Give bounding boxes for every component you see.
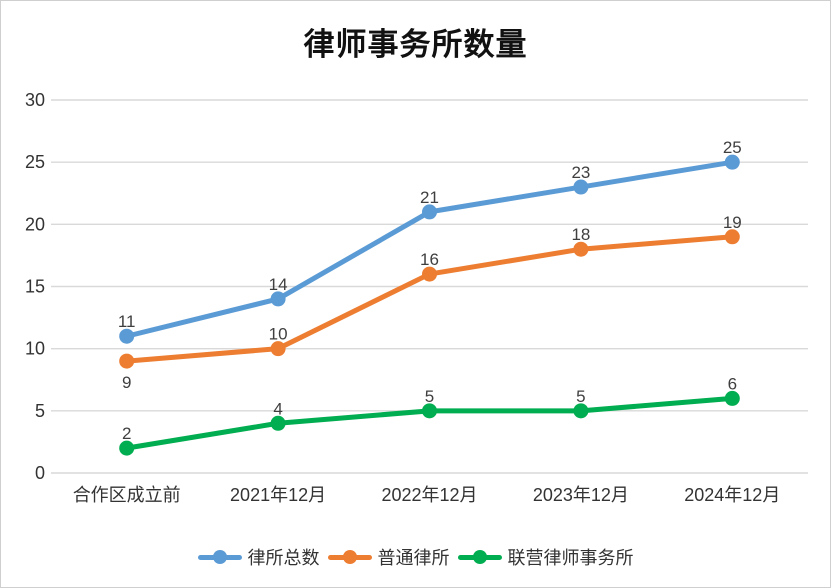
y-tick-label: 15 <box>25 277 45 297</box>
legend-item-ordinary: 普通律所 <box>327 544 450 570</box>
legend: 律所总数 普通律所 联营律师事务所 <box>1 543 830 571</box>
x-axis-label: 2022年12月 <box>381 485 477 505</box>
x-axis-label: 合作区成立前 <box>73 485 181 505</box>
legend-line-marker-icon <box>197 550 242 564</box>
y-tick-label: 25 <box>25 152 45 172</box>
data-point <box>422 403 437 419</box>
data-point-label: 21 <box>420 188 439 207</box>
data-point <box>119 353 135 369</box>
data-point-label: 11 <box>118 312 136 331</box>
data-point <box>573 179 589 195</box>
data-point <box>270 415 286 431</box>
chart-title: 律师事务所数量 <box>303 27 528 63</box>
y-tick-label: 0 <box>35 463 45 483</box>
data-point-label: 6 <box>728 374 737 393</box>
legend-label: 律所总数 <box>247 548 320 568</box>
y-tick-label: 20 <box>25 214 45 234</box>
data-point <box>422 204 437 220</box>
data-point-label: 5 <box>576 387 585 406</box>
legend-item-joint: 联营律师事务所 <box>457 544 634 570</box>
data-point <box>724 229 740 245</box>
data-point <box>270 341 286 357</box>
y-tick-label: 5 <box>35 401 45 421</box>
data-point <box>119 328 135 344</box>
data-point <box>724 154 740 170</box>
x-axis-label: 2024年12月 <box>684 485 780 505</box>
data-point-label: 10 <box>269 325 288 344</box>
data-point <box>573 403 589 419</box>
data-point-label: 9 <box>122 373 131 392</box>
data-point <box>422 266 437 282</box>
data-point-label: 25 <box>723 138 742 157</box>
data-point-label: 2 <box>122 424 131 443</box>
legend-label: 联营律师事务所 <box>507 548 634 568</box>
data-point <box>270 291 286 307</box>
x-axis-label: 2023年12月 <box>533 485 629 505</box>
data-point <box>573 241 589 257</box>
data-point <box>724 390 740 406</box>
data-point-label: 18 <box>571 225 590 244</box>
legend-label: 普通律所 <box>377 548 450 568</box>
legend-line-marker-icon <box>457 550 502 564</box>
data-point-label: 23 <box>571 163 590 182</box>
data-point-label: 14 <box>269 275 288 294</box>
legend-line-marker-icon <box>327 550 372 564</box>
y-tick-label: 10 <box>25 339 45 359</box>
data-point <box>119 440 135 456</box>
data-point-label: 5 <box>425 387 434 406</box>
data-point-label: 19 <box>723 213 742 232</box>
data-point-label: 4 <box>273 399 282 418</box>
y-tick-label: 30 <box>25 90 45 110</box>
data-point-label: 16 <box>420 250 439 269</box>
legend-item-total: 律所总数 <box>197 544 320 570</box>
x-axis-label: 2021年12月 <box>230 485 326 505</box>
